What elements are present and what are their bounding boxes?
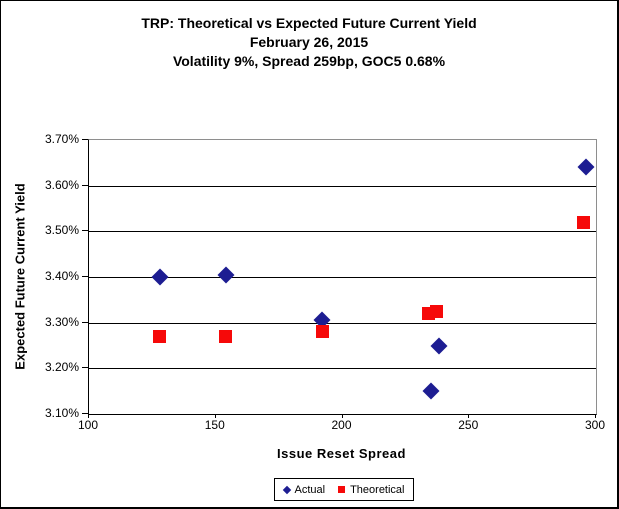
theoretical-data-point [219, 329, 233, 343]
theoretical-data-point [315, 325, 329, 339]
chart-title: TRP: Theoretical vs Expected Future Curr… [141, 15, 477, 31]
actual-data-point [430, 337, 448, 354]
x-tick-label: 250 [458, 418, 479, 432]
legend-item-theoretical: Theoretical [338, 483, 405, 496]
actual-data-point [422, 382, 440, 400]
y-tick-mark [82, 367, 88, 369]
actual-data-point [217, 266, 235, 284]
gridline [89, 277, 596, 278]
y-tick-mark [82, 321, 88, 323]
legend-label-theoretical: Theoretical [350, 483, 405, 496]
x-tick-mark [88, 414, 89, 418]
theoretical-data-point [429, 304, 443, 318]
y-tick-mark [82, 139, 88, 140]
legend: Actual Theoretical [274, 478, 414, 501]
x-tick-label: 100 [77, 418, 99, 432]
y-tick-mark [82, 184, 88, 186]
x-tick-mark [341, 414, 343, 418]
y-axis-title: Expected Future Current Yield [12, 182, 28, 370]
y-tick-mark [82, 276, 88, 277]
gridline [89, 368, 596, 370]
y-tick-label: 3.40% [44, 269, 79, 283]
y-tick-label: 3.50% [44, 223, 79, 238]
chart-subtitle-date: February 26, 2015 [249, 34, 369, 50]
actual-data-point [151, 268, 169, 286]
chart-title-block: TRP: Theoretical vs Expected Future Curr… [1, 14, 617, 71]
legend-label-actual: Actual [294, 483, 326, 496]
theoretical-square-icon [338, 486, 346, 493]
y-tick-mark [82, 230, 88, 232]
actual-data-point [577, 158, 595, 176]
plot-area [88, 139, 597, 415]
chart-subtitle-params: Volatility 9%, Spread 259bp, GOC5 0.68% [172, 53, 446, 69]
x-tick-label: 150 [204, 418, 225, 432]
actual-diamond-icon [282, 485, 291, 494]
y-tick-mark [82, 413, 88, 414]
x-axis-title: Issue Reset Spread [277, 446, 406, 461]
x-tick-label: 300 [584, 418, 606, 432]
y-tick-label: 3.70% [44, 132, 79, 146]
gridline [89, 231, 596, 233]
gridline [89, 322, 596, 324]
gridline [89, 185, 596, 187]
y-tick-label: 3.10% [44, 406, 79, 420]
legend-item-actual: Actual [282, 483, 326, 496]
y-tick-label: 3.30% [44, 314, 79, 329]
theoretical-data-point [576, 215, 590, 229]
x-tick-mark [468, 414, 470, 418]
x-tick-mark [595, 414, 596, 418]
x-tick-mark [214, 414, 216, 418]
y-tick-label: 3.60% [44, 177, 79, 192]
theoretical-data-point [153, 329, 167, 343]
x-tick-label: 200 [331, 418, 352, 432]
y-tick-label: 3.20% [44, 360, 79, 375]
